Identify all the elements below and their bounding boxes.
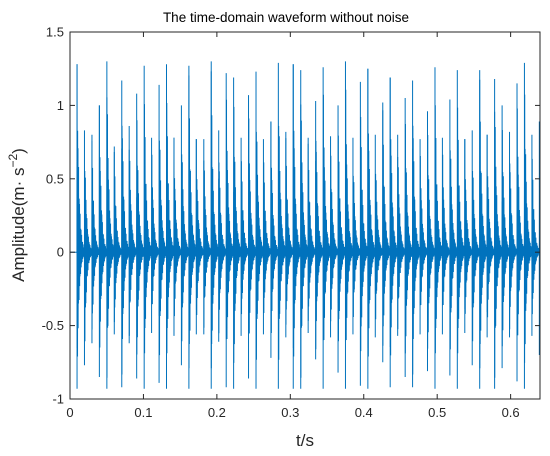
x-tick-label: 0.2 (208, 405, 226, 420)
x-tick-label: 0 (66, 405, 73, 420)
x-tick-label: 0.1 (134, 405, 152, 420)
y-tick-label: 1 (57, 98, 64, 113)
series-layer (70, 61, 541, 389)
x-tick-label: 0.3 (281, 405, 299, 420)
y-label-exponent: −2 (6, 154, 20, 168)
chart-title: The time-domain waveform without noise (163, 10, 409, 25)
waveform-line (70, 64, 541, 378)
y-label-s: s (9, 168, 28, 181)
y-label-close: ) (9, 148, 28, 154)
y-tick-label: -1 (52, 392, 64, 407)
y-label-dot: · (9, 181, 28, 187)
y-ticks: -1 -0.5 0 0.5 1 1.5 (42, 25, 540, 407)
y-tick-label: -0.5 (42, 318, 64, 333)
y-axis-label: Amplitude(m· s−2) (6, 148, 28, 282)
x-tick-label: 0.5 (428, 405, 446, 420)
x-axis-label: t/s (296, 431, 314, 450)
y-label-main: Amplitude(m (9, 186, 28, 281)
y-tick-label: 1.5 (46, 25, 64, 40)
plot-area (70, 32, 540, 399)
axes-box (69, 31, 541, 400)
x-tick-label: 0.6 (502, 405, 520, 420)
y-tick-label: 0 (57, 245, 64, 260)
y-tick-label: 0.5 (46, 171, 64, 186)
x-ticks: 0 0.1 0.2 0.3 0.4 0.5 0.6 (66, 32, 520, 420)
x-tick-label: 0.4 (355, 405, 373, 420)
